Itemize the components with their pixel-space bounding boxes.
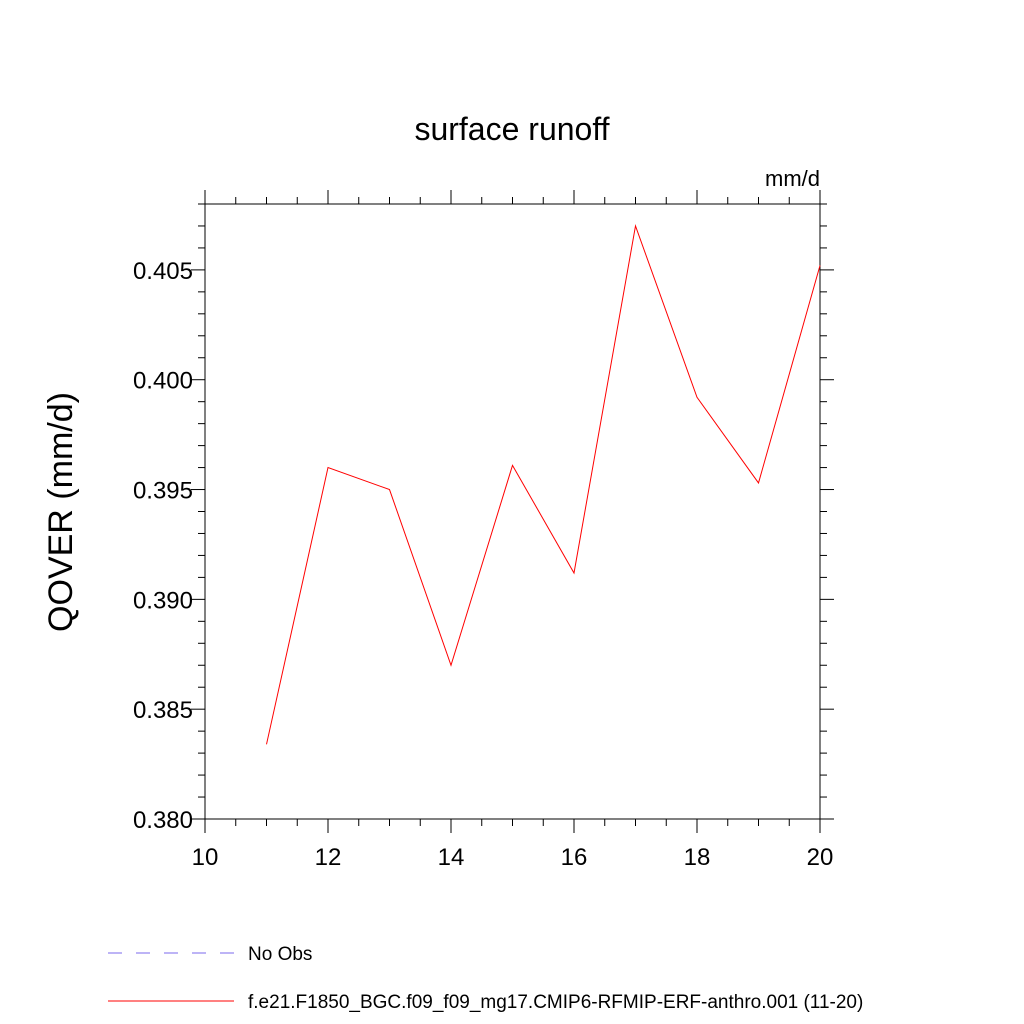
series-layer: [266, 224, 821, 745]
tick-labels: 10 12 14 16 18 20 0.380 0.385 0.390 0.395 0.400 0.4…: [133, 258, 833, 871]
x-tick-label: 18: [684, 844, 711, 871]
y-axis-label: QOVER (mm/d): [42, 392, 80, 632]
y-tick-label: 0.405: [133, 258, 193, 285]
legend-label: No Obs: [248, 944, 312, 965]
y-tick-label: 0.390: [133, 587, 193, 614]
chart-title: surface runoff: [414, 111, 609, 147]
series-line: [266, 224, 821, 745]
axis-ticks: [191, 190, 834, 833]
x-tick-label: 16: [561, 844, 588, 871]
y-tick-label: 0.385: [133, 697, 193, 724]
x-tick-label: 20: [807, 844, 834, 871]
y-tick-label: 0.395: [133, 478, 193, 505]
legend: No Obs f.e21.F1850_BGC.f09_f09_mg17.CMIP6…: [108, 944, 863, 1013]
legend-label: f.e21.F1850_BGC.f09_f09_mg17.CMIP6-RFMIP…: [248, 992, 863, 1013]
y-tick-label: 0.400: [133, 368, 193, 395]
y-tick-label: 0.380: [133, 807, 193, 834]
x-tick-label: 10: [192, 844, 219, 871]
x-tick-label: 12: [315, 844, 342, 871]
x-tick-label: 14: [438, 844, 465, 871]
plot-frame: [204, 203, 821, 820]
units-label: mm/d: [765, 166, 820, 191]
